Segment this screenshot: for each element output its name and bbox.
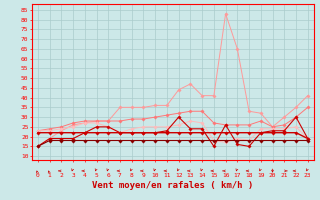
X-axis label: Vent moyen/en rafales ( km/h ): Vent moyen/en rafales ( km/h )	[92, 181, 253, 190]
